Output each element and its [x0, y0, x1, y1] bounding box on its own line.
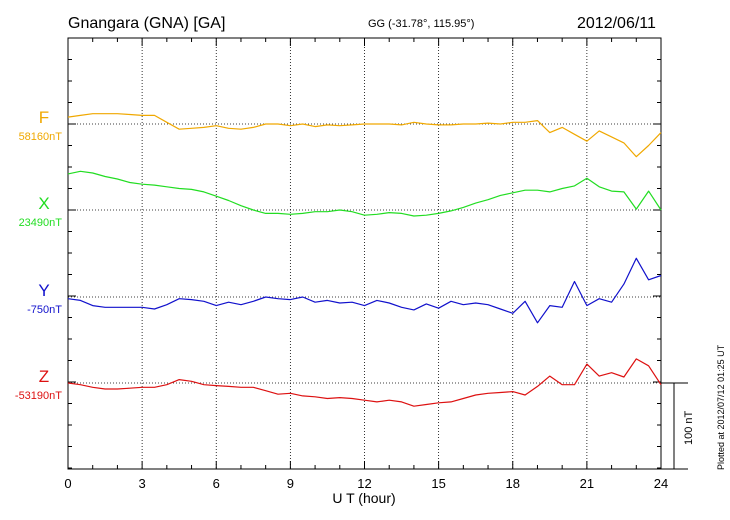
x-tick-label: 15 — [431, 476, 445, 491]
series-name-x: X — [38, 194, 49, 213]
series-name-y: Y — [38, 281, 49, 300]
series-baseline-f: 58160nT — [19, 131, 63, 143]
series-line-y — [67, 257, 662, 324]
series-line-f — [67, 113, 662, 158]
x-tick-label: 21 — [580, 476, 594, 491]
series-name-f: F — [39, 108, 49, 127]
x-tick-label: 6 — [213, 476, 220, 491]
x-tick-label: 9 — [287, 476, 294, 491]
series-baseline-z: -53190nT — [15, 390, 62, 402]
x-axis-label: U T (hour) — [332, 490, 395, 506]
x-tick-label: 12 — [357, 476, 371, 491]
x-tick-label: 0 — [64, 476, 71, 491]
scale-bar-label: 100 nT — [683, 410, 695, 445]
date-label: 2012/06/11 — [577, 15, 656, 32]
series-baseline-y: -750nT — [27, 304, 62, 316]
series-layer — [67, 113, 662, 407]
series-line-z — [67, 358, 662, 407]
coordinates-label: GG (-31.78°, 115.95°) — [368, 18, 474, 30]
x-tick-labels: 0 3 6 9 12 15 18 21 24 — [64, 476, 668, 491]
series-line-x — [67, 170, 662, 217]
series-baseline-x: 23490nT — [19, 217, 63, 229]
plotted-timestamp: Plotted at 2012/07/12 01:25 UT — [716, 344, 726, 470]
axis-ticks — [67, 38, 662, 469]
x-tick-label: 24 — [654, 476, 668, 491]
series-labels: F 58160nT X 23490nT Y -750nT Z -53190nT — [15, 108, 62, 402]
scale-bar: 100 nT — [661, 382, 695, 470]
grid-lines — [68, 38, 661, 469]
station-title: Gnangara (GNA) [GA] — [68, 15, 225, 32]
series-name-z: Z — [39, 367, 49, 386]
x-tick-label: 18 — [506, 476, 520, 491]
x-tick-label: 3 — [139, 476, 146, 491]
